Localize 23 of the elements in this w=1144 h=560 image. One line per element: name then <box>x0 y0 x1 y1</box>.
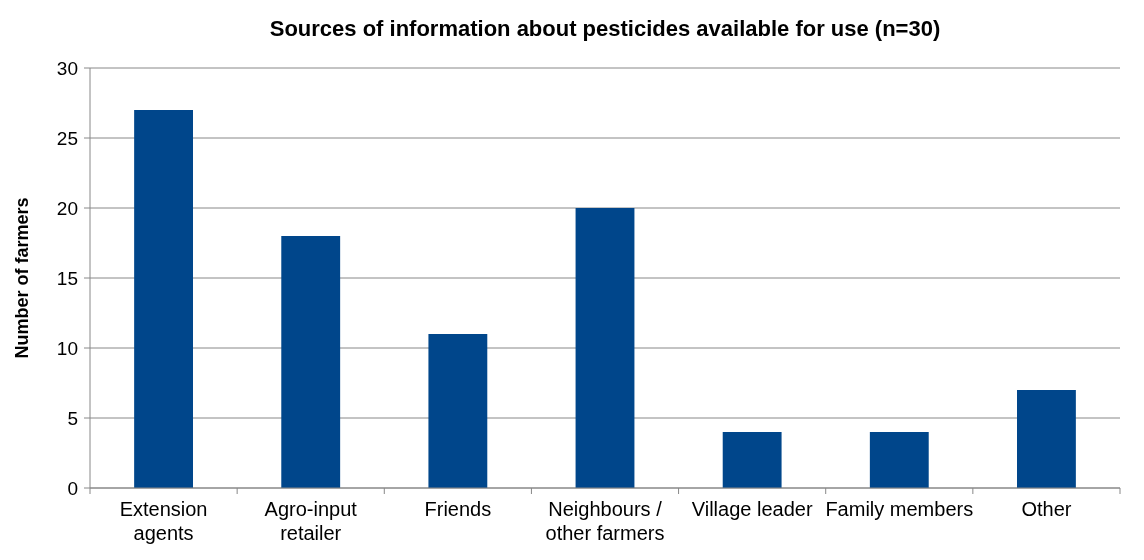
x-tick-label: Friends <box>424 498 492 520</box>
bar <box>134 110 193 488</box>
x-tick-label: Family members <box>825 498 974 520</box>
y-axis-title: Number of farmers <box>12 197 32 359</box>
x-tick-label: Village leader <box>691 498 813 520</box>
y-tick-label: 30 <box>56 57 78 79</box>
y-tick-label: 25 <box>56 127 78 149</box>
x-tick-label: Neighbours / other farmers <box>545 498 665 544</box>
y-tick-label: 5 <box>67 407 78 429</box>
y-tick-label: 0 <box>67 477 78 499</box>
bar <box>869 432 929 488</box>
y-tick-label: 15 <box>56 267 78 289</box>
x-tick-label: Other <box>1021 498 1072 520</box>
y-tick-label: 20 <box>56 197 78 219</box>
x-tick-label: Agro-input retailer <box>264 498 358 544</box>
bar <box>1017 390 1076 488</box>
chart-title: Sources of information about pesticides available for use (n=30) <box>269 16 941 41</box>
bar <box>428 334 488 488</box>
bar <box>722 432 782 488</box>
bar <box>575 208 635 488</box>
x-tick-label: Extension agents <box>119 498 208 544</box>
bar <box>281 236 341 488</box>
y-tick-label: 10 <box>56 337 78 359</box>
